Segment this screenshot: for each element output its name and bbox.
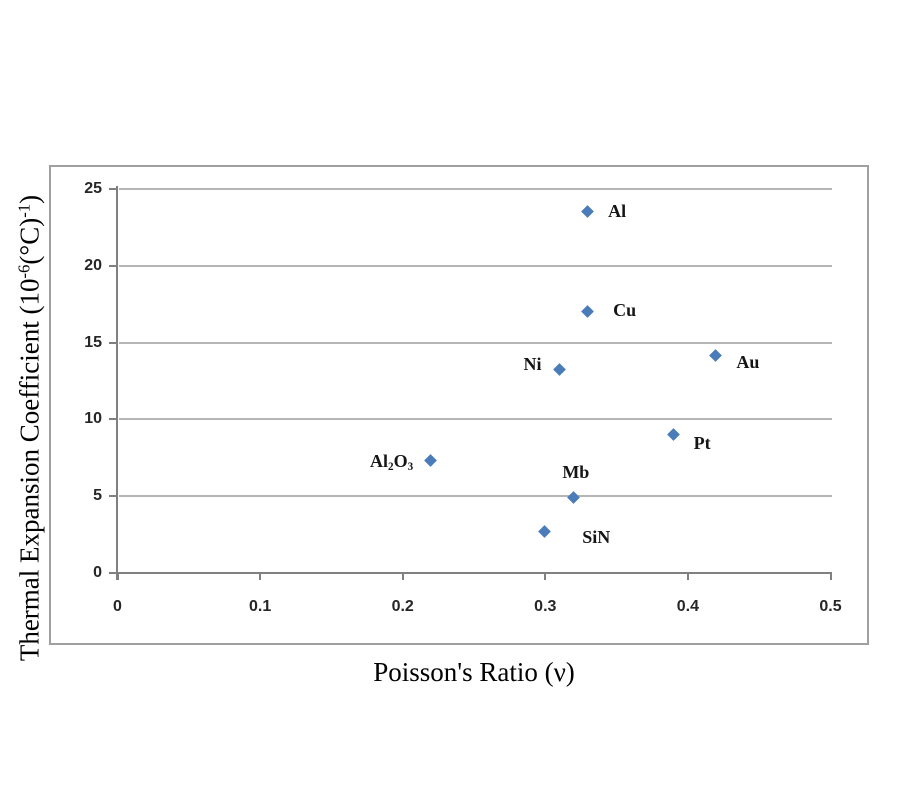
x-axis-tick (829, 574, 832, 580)
y-axis-tick (109, 264, 117, 267)
gridline-y-15 (119, 341, 832, 344)
x-tick-label: 0.4 (676, 598, 700, 615)
x-tick-label: 0.1 (248, 598, 272, 615)
marker-cu (581, 305, 594, 318)
y-tick-label: 5 (93, 487, 102, 505)
x-axis-tick (686, 574, 689, 580)
x-tick-label: 0.5 (819, 598, 842, 615)
x-tick-label: 0.2 (391, 598, 414, 615)
marker-au (709, 349, 723, 363)
point-label-al: Al (608, 201, 627, 222)
y-axis-tick (109, 495, 117, 498)
y-tick-label: 0 (93, 564, 102, 581)
y-axis-line (116, 186, 118, 580)
marker-ni (552, 363, 566, 377)
y-axis-tick (109, 188, 117, 190)
gridline-y-25 (119, 188, 832, 190)
plot-frame (49, 165, 869, 645)
y-axis-tick (109, 341, 117, 344)
point-label-ni: Ni (523, 354, 542, 375)
y-tick-label: 25 (84, 180, 102, 197)
point-label-pt: Pt (693, 432, 711, 453)
y-tick-label: 10 (84, 410, 102, 428)
point-label-al2o3: Al2O3 (370, 450, 414, 473)
y-tick-label: 20 (84, 256, 102, 274)
gridline-y-20 (119, 264, 832, 267)
x-axis-tick (401, 574, 404, 580)
gridline-y-10 (119, 418, 832, 421)
y-tick-label: 15 (84, 333, 102, 351)
marker-al2o3 (424, 453, 438, 467)
x-axis-line (116, 572, 832, 574)
marker-pt (666, 427, 680, 441)
x-axis-tick (544, 574, 547, 580)
marker-al (581, 205, 594, 218)
point-label-sin: SiN (582, 526, 611, 547)
x-axis-title: Poisson's Ratio (ν) (373, 657, 575, 687)
x-tick-label: 0.3 (534, 598, 557, 615)
marker-sin (538, 524, 552, 538)
y-axis-tick (109, 572, 117, 574)
y-axis-title: Thermal Expansion Coefficient (10-6(°C)-… (14, 194, 45, 662)
x-tick-label: 0 (113, 598, 122, 615)
point-label-mb: Mb (562, 461, 590, 482)
gridline-y-5 (119, 495, 832, 498)
point-label-cu: Cu (613, 299, 637, 320)
x-axis-tick (259, 574, 262, 580)
y-axis-tick (109, 418, 117, 421)
point-label-au: Au (736, 352, 760, 373)
marker-mb (566, 490, 580, 504)
